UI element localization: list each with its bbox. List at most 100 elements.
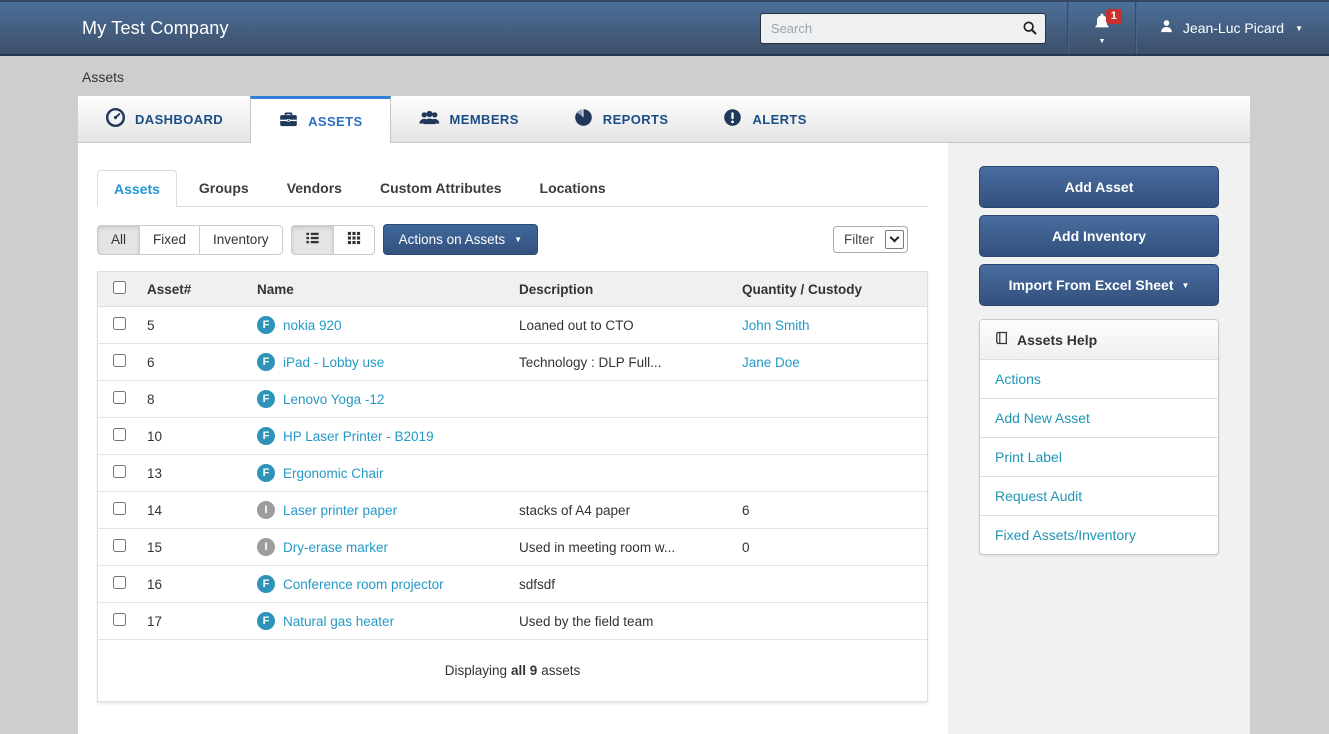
asset-name-link[interactable]: Ergonomic Chair xyxy=(283,465,384,481)
assets-table: Asset# Name Description Quantity / Custo… xyxy=(97,271,928,702)
bell-icon xyxy=(1092,12,1112,37)
view-toggle-group xyxy=(290,224,375,255)
help-link-request-audit[interactable]: Request Audit xyxy=(980,476,1218,515)
tab-alerts[interactable]: ALERTS xyxy=(695,96,833,142)
navbar-divider xyxy=(1066,2,1069,54)
search-input[interactable] xyxy=(759,12,1046,44)
user-menu[interactable]: Jean-Luc Picard ▼ xyxy=(1137,2,1329,54)
top-navbar: My Test Company 1 ▼ Jean-Luc Picard ▼ xyxy=(0,0,1329,56)
help-link-add-new-asset[interactable]: Add New Asset xyxy=(980,398,1218,437)
footer-text: assets xyxy=(541,663,581,678)
subtab-assets[interactable]: Assets xyxy=(97,170,177,207)
asset-name-link[interactable]: Laser printer paper xyxy=(283,502,398,518)
asset-type-badge: I xyxy=(257,538,275,556)
tab-label: ASSETS xyxy=(308,113,363,129)
help-link-actions[interactable]: Actions xyxy=(995,371,1041,387)
asset-type-badge: F xyxy=(257,575,275,593)
navbar-right: 1 ▼ Jean-Luc Picard ▼ xyxy=(759,2,1329,54)
row-checkbox[interactable] xyxy=(113,354,126,367)
chevron-down-icon: ▼ xyxy=(514,235,523,244)
assets-toolbar: All Fixed Inventory xyxy=(97,224,928,255)
members-icon xyxy=(418,107,441,131)
add-asset-button[interactable]: Add Asset xyxy=(979,166,1219,208)
asset-description: sdfsdf xyxy=(519,576,556,592)
grid-view-button[interactable] xyxy=(332,224,375,255)
asset-description: Used in meeting room w... xyxy=(519,539,676,555)
help-panel-title: Assets Help xyxy=(1017,331,1098,348)
asset-description: Used by the field team xyxy=(519,613,654,629)
search-icon[interactable] xyxy=(1022,20,1038,36)
main-panel: DASHBOARD ASSETS MEMBERS REPORTS ALERTS xyxy=(78,96,1250,734)
company-name[interactable]: My Test Company xyxy=(82,17,229,38)
asset-name-link[interactable]: HP Laser Printer - B2019 xyxy=(283,428,434,444)
help-link-fixed-assets-inventory[interactable]: Fixed Assets/Inventory xyxy=(980,515,1218,554)
row-checkbox[interactable] xyxy=(113,576,126,589)
list-view-button[interactable] xyxy=(290,224,334,255)
asset-type-badge: F xyxy=(257,316,275,334)
user-name: Jean-Luc Picard xyxy=(1182,20,1285,36)
button-label: Add Inventory xyxy=(1051,228,1147,244)
asset-sub-tabs: Assets Groups Vendors Custom Attributes … xyxy=(97,170,928,207)
briefcase-icon xyxy=(278,109,299,133)
tab-label: REPORTS xyxy=(602,111,669,127)
select-arrow-box xyxy=(885,230,904,249)
type-filter-group: All Fixed Inventory xyxy=(97,224,283,255)
table-row: 17 F Natural gas heater Used by the fiel… xyxy=(98,603,927,640)
asset-number: 5 xyxy=(147,317,155,333)
row-checkbox[interactable] xyxy=(113,317,126,330)
list-view-icon xyxy=(305,231,320,248)
chevron-down-icon: ▼ xyxy=(1181,280,1190,290)
subtab-groups[interactable]: Groups xyxy=(198,180,249,196)
asset-type-badge: F xyxy=(257,390,275,408)
import-from-excel-button[interactable]: Import From Excel Sheet ▼ xyxy=(979,264,1219,306)
asset-name-link[interactable]: Dry-erase marker xyxy=(283,539,389,555)
custodian-link[interactable]: John Smith xyxy=(742,317,810,333)
row-checkbox[interactable] xyxy=(113,502,126,515)
subtab-custom-attributes[interactable]: Custom Attributes xyxy=(379,180,502,196)
custodian-link[interactable]: Jane Doe xyxy=(742,354,800,370)
filter-fixed-button[interactable]: Fixed xyxy=(139,224,201,255)
actions-on-assets-button[interactable]: Actions on Assets ▼ xyxy=(382,224,539,255)
help-link-print-label[interactable]: Print Label xyxy=(980,437,1218,476)
tab-members[interactable]: MEMBERS xyxy=(391,96,546,142)
asset-number: 16 xyxy=(147,576,163,592)
row-checkbox[interactable] xyxy=(113,391,126,404)
help-panel-header: Assets Help xyxy=(980,320,1218,360)
asset-name-link[interactable]: Natural gas heater xyxy=(283,613,395,629)
tab-assets[interactable]: ASSETS xyxy=(250,96,391,143)
asset-name-link[interactable]: iPad - Lobby use xyxy=(283,354,385,370)
select-all-checkbox[interactable] xyxy=(113,281,126,294)
tab-label: MEMBERS xyxy=(449,111,519,127)
asset-number: 15 xyxy=(147,539,163,555)
filter-inventory-button[interactable]: Inventory xyxy=(199,224,283,255)
tab-reports[interactable]: REPORTS xyxy=(546,96,696,142)
col-header-description: Description xyxy=(519,281,594,297)
asset-name-link[interactable]: nokia 920 xyxy=(283,317,342,333)
main-nav-tabs: DASHBOARD ASSETS MEMBERS REPORTS ALERTS xyxy=(78,96,1250,143)
notifications-button[interactable]: 1 ▼ xyxy=(1069,2,1135,54)
pie-chart-icon xyxy=(573,107,594,131)
button-label: Add Asset xyxy=(1064,179,1134,195)
assets-help-panel: Assets Help Actions Add New Asset Print … xyxy=(979,319,1219,555)
row-checkbox[interactable] xyxy=(113,465,126,478)
filter-all-button[interactable]: All xyxy=(97,224,141,255)
row-checkbox[interactable] xyxy=(113,428,126,441)
subtab-vendors[interactable]: Vendors xyxy=(286,180,342,196)
asset-type-badge: F xyxy=(257,427,275,445)
table-row: 8 F Lenovo Yoga -12 xyxy=(98,381,927,418)
asset-name-link[interactable]: Conference room projector xyxy=(283,576,444,592)
chevron-down-icon xyxy=(889,232,900,243)
table-row: 6 F iPad - Lobby use Technology : DLP Fu… xyxy=(98,344,927,381)
subtab-locations[interactable]: Locations xyxy=(539,180,606,196)
filter-select[interactable]: Filter xyxy=(833,226,908,253)
table-row: 5 F nokia 920 Loaned out to CTO John Smi… xyxy=(98,307,927,344)
add-inventory-button[interactable]: Add Inventory xyxy=(979,215,1219,257)
content-area: Assets Groups Vendors Custom Attributes … xyxy=(78,143,1250,734)
table-row: 14 I Laser printer paper stacks of A4 pa… xyxy=(98,492,927,529)
row-checkbox[interactable] xyxy=(113,539,126,552)
row-checkbox[interactable] xyxy=(113,613,126,626)
asset-number: 10 xyxy=(147,428,163,444)
asset-name-link[interactable]: Lenovo Yoga -12 xyxy=(283,391,385,407)
tab-dashboard[interactable]: DASHBOARD xyxy=(78,96,250,142)
book-icon xyxy=(995,331,1009,348)
